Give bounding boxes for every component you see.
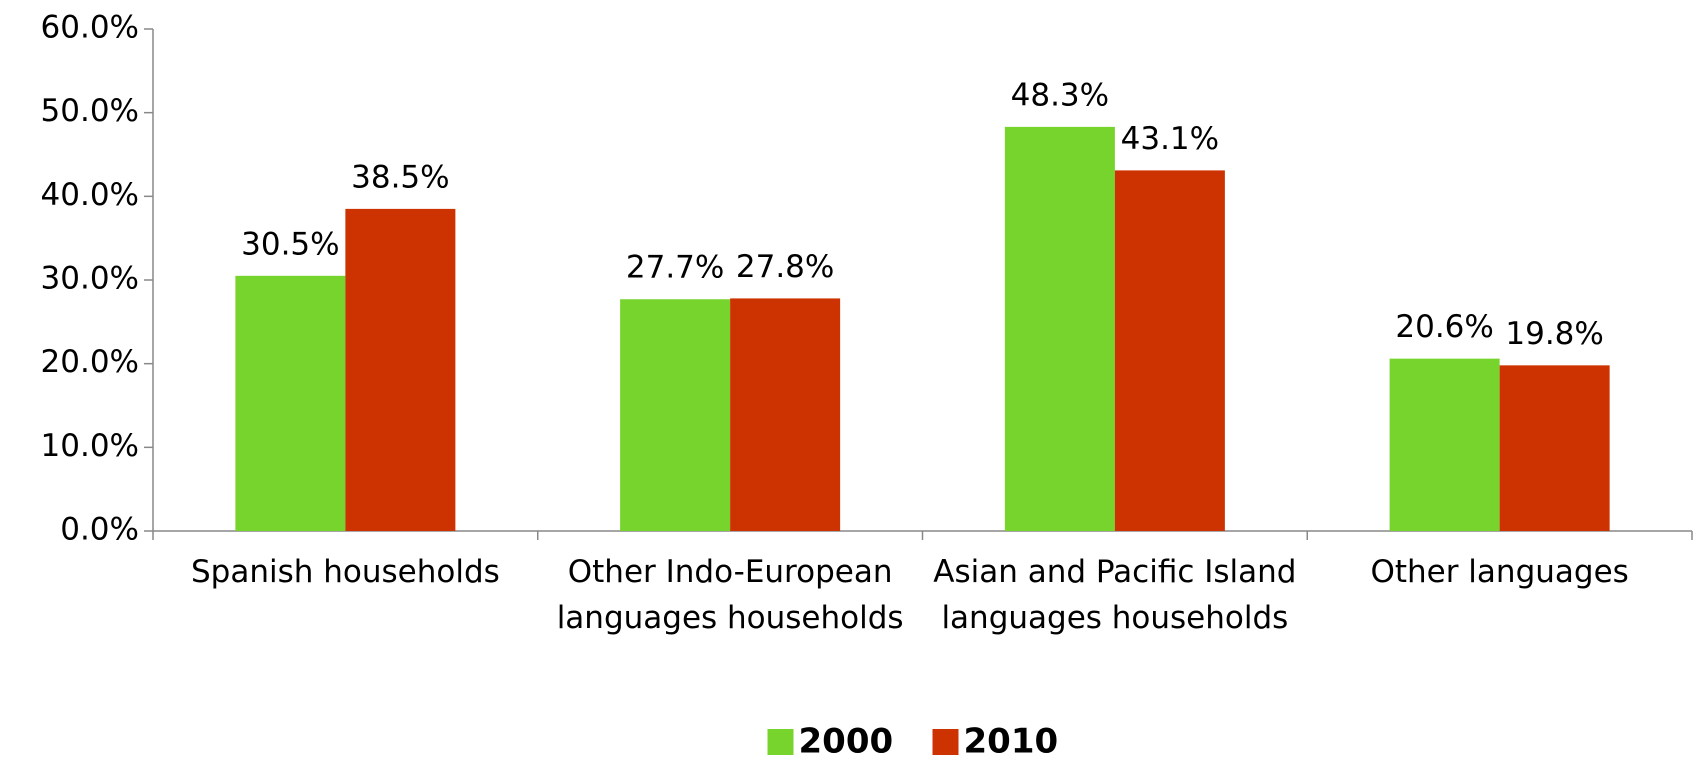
data-label: 43.1%	[1121, 121, 1219, 157]
x-tick-label: Spanish households	[190, 554, 500, 590]
data-label: 27.8%	[736, 249, 834, 285]
y-tick-label: 60.0%	[41, 10, 139, 46]
x-tick-label-box: Asian and Pacific Island languages house…	[933, 554, 1297, 636]
data-label: 38.5%	[351, 159, 449, 195]
bar	[1114, 170, 1225, 531]
x-tick-label-box: Other languages	[1370, 554, 1629, 590]
bar	[235, 275, 346, 531]
data-label: 48.3%	[1011, 77, 1109, 113]
x-tick-label: Other Indo-European languages households	[556, 554, 904, 636]
data-label: 20.6%	[1395, 309, 1493, 345]
y-tick-label: 50.0%	[41, 93, 139, 129]
x-tick-label-box: Other Indo-European languages households	[556, 554, 904, 636]
y-tick-label: 40.0%	[41, 177, 139, 213]
x-tick-label: Asian and Pacific Island languages house…	[933, 554, 1297, 636]
legend-label: 2010	[964, 722, 1059, 762]
bar	[1499, 365, 1610, 531]
legend-swatch	[767, 729, 794, 755]
bar	[730, 298, 841, 531]
data-label: 30.5%	[241, 226, 339, 262]
legend-swatch	[932, 729, 959, 755]
bar	[345, 208, 456, 531]
legend-label: 2000	[799, 722, 894, 762]
bar	[620, 299, 731, 531]
bar	[1004, 126, 1115, 531]
y-tick-label: 20.0%	[41, 344, 139, 380]
y-tick-label: 0.0%	[60, 512, 139, 548]
y-tick-label: 10.0%	[41, 428, 139, 464]
x-tick-label-box: Spanish households	[190, 554, 500, 590]
x-tick-label: Other languages	[1370, 554, 1629, 590]
y-tick-label: 30.0%	[41, 261, 139, 297]
data-label: 19.8%	[1505, 316, 1603, 352]
bar	[1389, 358, 1500, 531]
data-label: 27.7%	[626, 250, 724, 286]
